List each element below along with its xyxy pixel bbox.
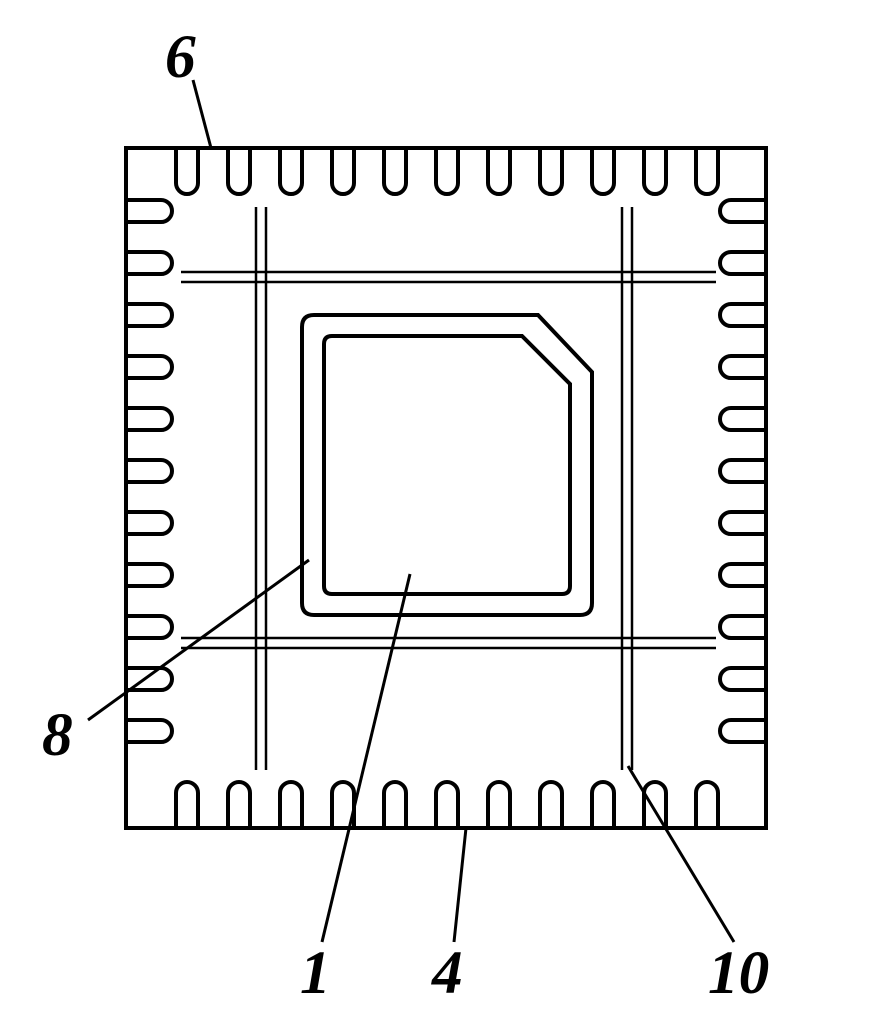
callout-label: 6 — [165, 22, 196, 93]
pin-left — [126, 512, 172, 534]
callout-label: 8 — [42, 700, 73, 771]
pin-left — [126, 460, 172, 482]
pin-top — [176, 148, 198, 194]
pin-right — [720, 408, 766, 430]
pin-right — [720, 304, 766, 326]
pin-left — [126, 200, 172, 222]
callout-label: 10 — [708, 938, 769, 1009]
pin-right — [720, 616, 766, 638]
pin-top — [436, 148, 458, 194]
pin-top — [540, 148, 562, 194]
pin-right — [720, 720, 766, 742]
pin-bottom — [228, 782, 250, 828]
pin-bottom — [696, 782, 718, 828]
callout-label: 4 — [432, 938, 463, 1009]
pin-right — [720, 564, 766, 586]
pin-right — [720, 252, 766, 274]
package-outline — [126, 148, 766, 828]
pin-bottom — [592, 782, 614, 828]
pin-left — [126, 304, 172, 326]
callout-label: 1 — [300, 938, 331, 1009]
pin-top — [384, 148, 406, 194]
pin-right — [720, 356, 766, 378]
pin-left — [126, 720, 172, 742]
chip-diagram — [0, 0, 873, 1027]
pin-left — [126, 564, 172, 586]
pin-bottom — [384, 782, 406, 828]
pin-bottom — [436, 782, 458, 828]
pin-right — [720, 460, 766, 482]
pin-left — [126, 616, 172, 638]
pin-left — [126, 408, 172, 430]
pin-top — [488, 148, 510, 194]
leader-line — [454, 828, 466, 942]
leader-line — [322, 574, 410, 942]
pin-right — [720, 668, 766, 690]
pin-left — [126, 356, 172, 378]
pin-top — [644, 148, 666, 194]
die-inner — [324, 336, 570, 594]
pin-top — [592, 148, 614, 194]
pin-bottom — [488, 782, 510, 828]
pin-top — [228, 148, 250, 194]
pin-bottom — [540, 782, 562, 828]
pin-bottom — [176, 782, 198, 828]
pin-top — [332, 148, 354, 194]
pin-bottom — [280, 782, 302, 828]
pin-top — [696, 148, 718, 194]
pin-left — [126, 252, 172, 274]
pin-right — [720, 200, 766, 222]
pin-right — [720, 512, 766, 534]
pin-top — [280, 148, 302, 194]
leader-line — [88, 560, 309, 720]
